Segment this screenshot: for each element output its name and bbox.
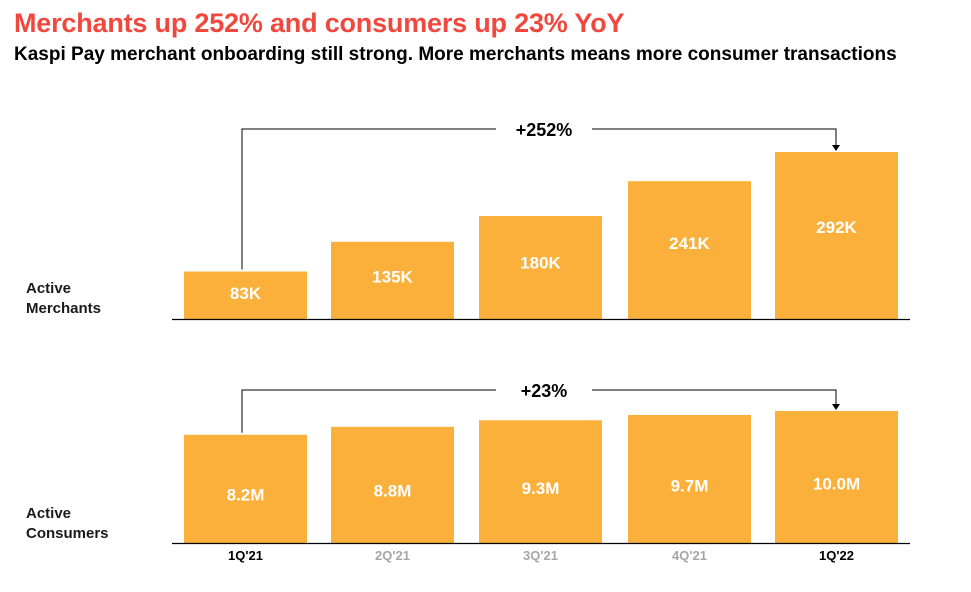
consumers-value-label: 9.3M — [522, 479, 560, 498]
consumers-value-label: 9.7M — [671, 476, 709, 495]
category-label: 1Q'22 — [819, 548, 854, 563]
merchants-value-label: 83K — [230, 284, 262, 303]
category-label: 4Q'21 — [672, 548, 707, 563]
consumers-growth-arrowhead — [832, 404, 840, 410]
merchants-row-label-line1: Active — [26, 280, 72, 297]
merchants-growth-connector-left — [241, 128, 496, 270]
merchants-growth-connector-right — [592, 128, 837, 146]
merchants-value-label: 292K — [816, 218, 857, 237]
merchants-value-label: 180K — [520, 253, 561, 272]
merchants-bar — [479, 216, 602, 319]
consumers-row-label-line1: Active — [26, 505, 72, 522]
merchants-growth-label: +252% — [516, 120, 573, 140]
consumers-bar — [331, 426, 454, 543]
merchants-bar — [775, 152, 898, 319]
consumers-bar — [184, 434, 307, 543]
category-label: 1Q'21 — [228, 548, 263, 563]
consumers-growth-label: +23% — [521, 381, 568, 401]
category-label: 2Q'21 — [375, 548, 410, 563]
page-subtitle: Kaspi Pay merchant onboarding still stro… — [14, 44, 897, 65]
merchants-value-label: 135K — [372, 268, 413, 287]
category-label: 3Q'21 — [523, 548, 558, 563]
merchants-bar — [628, 181, 751, 319]
consumers-value-label: 8.8M — [374, 482, 412, 501]
merchants-value-label: 241K — [669, 234, 710, 253]
consumers-growth-connector-left — [241, 389, 496, 433]
merchants-row-label-line2: Merchants — [26, 300, 102, 317]
consumers-value-label: 10.0M — [813, 475, 860, 494]
consumers-growth-connector-right — [592, 389, 837, 405]
consumers-row-label-line2: Consumers — [26, 525, 109, 542]
consumers-bar — [628, 414, 751, 543]
consumers-row-label: Active Consumers — [26, 504, 109, 544]
consumers-bar — [775, 411, 898, 543]
merchants-bar — [331, 241, 454, 319]
merchants-bar — [184, 271, 307, 319]
page-title: Merchants up 252% and consumers up 23% Y… — [14, 8, 625, 38]
consumers-value-label: 8.2M — [227, 485, 265, 504]
merchants-row-label: Active Merchants — [26, 279, 101, 319]
merchants-growth-arrowhead — [832, 145, 840, 151]
consumers-bar — [479, 420, 602, 543]
